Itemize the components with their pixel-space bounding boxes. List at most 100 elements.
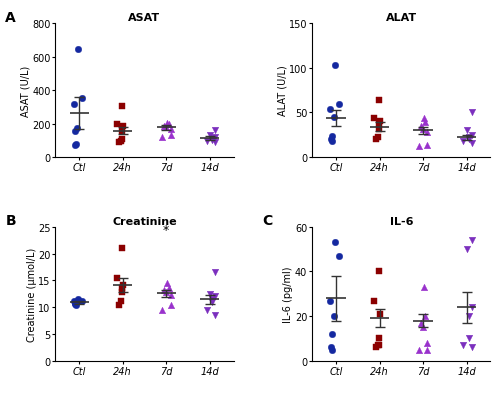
Y-axis label: ALAT (U/L): ALAT (U/L): [277, 66, 287, 116]
Point: [375, 342, 383, 348]
Point: [203, 307, 211, 313]
Point: [211, 294, 219, 300]
Point: [118, 245, 126, 252]
Point: [468, 237, 476, 244]
Point: [158, 307, 166, 313]
Point: [119, 124, 127, 130]
Point: [327, 137, 336, 143]
Point: [327, 344, 336, 351]
Point: [370, 298, 378, 304]
Point: [424, 130, 432, 136]
Point: [73, 300, 81, 306]
Point: [465, 313, 473, 320]
Point: [211, 128, 219, 134]
Point: [463, 128, 471, 134]
Point: [375, 97, 383, 104]
Point: [164, 122, 173, 128]
Point: [330, 313, 338, 320]
Point: [420, 284, 428, 291]
Point: [328, 138, 337, 145]
Point: [459, 138, 467, 145]
Point: [71, 300, 79, 306]
Point: [211, 134, 219, 141]
Point: [422, 120, 430, 126]
Point: [424, 142, 432, 148]
Text: *: *: [163, 224, 170, 237]
Text: C: C: [262, 214, 273, 228]
Point: [208, 137, 216, 144]
Point: [326, 106, 334, 113]
Point: [416, 124, 425, 130]
Point: [465, 137, 473, 143]
Point: [208, 136, 216, 142]
Point: [372, 137, 380, 143]
Point: [468, 140, 476, 147]
Title: Creatinine: Creatinine: [112, 217, 177, 227]
Point: [113, 122, 121, 128]
Point: [330, 114, 338, 121]
Point: [118, 103, 126, 109]
Point: [420, 115, 428, 122]
Point: [374, 342, 382, 348]
Point: [162, 289, 171, 296]
Point: [424, 340, 432, 346]
Text: B: B: [6, 214, 16, 228]
Point: [73, 125, 81, 132]
Point: [211, 140, 219, 146]
Point: [118, 129, 126, 135]
Point: [468, 344, 476, 351]
Point: [374, 135, 382, 141]
Point: [166, 302, 175, 308]
Point: [463, 246, 471, 253]
Point: [415, 346, 423, 353]
Point: [328, 346, 337, 353]
Point: [166, 126, 175, 132]
Point: [206, 132, 214, 139]
Point: [468, 110, 476, 116]
Point: [203, 139, 211, 145]
Point: [211, 269, 219, 276]
Point: [326, 298, 334, 304]
Point: [415, 144, 423, 150]
Point: [376, 311, 384, 317]
Point: [166, 132, 175, 138]
Point: [158, 135, 166, 141]
Point: [70, 142, 78, 148]
Point: [118, 136, 126, 143]
Point: [160, 124, 168, 130]
Point: [164, 286, 173, 292]
Title: IL-6: IL-6: [389, 217, 413, 227]
Point: [465, 134, 473, 140]
Point: [113, 275, 121, 281]
Point: [117, 138, 125, 145]
Point: [375, 122, 383, 128]
Point: [118, 286, 126, 292]
Point: [72, 141, 80, 148]
Point: [375, 126, 383, 132]
Point: [334, 253, 343, 259]
Text: A: A: [6, 11, 16, 24]
Point: [459, 342, 467, 348]
Point: [465, 335, 473, 342]
Point: [70, 301, 78, 308]
Y-axis label: IL-6 (pg/ml): IL-6 (pg/ml): [284, 266, 293, 322]
Point: [372, 344, 380, 351]
Point: [115, 302, 123, 308]
Point: [115, 139, 123, 146]
Point: [375, 269, 383, 275]
Point: [69, 101, 77, 107]
Point: [162, 124, 171, 131]
Point: [208, 296, 216, 303]
Point: [331, 63, 339, 69]
Point: [163, 280, 171, 287]
Point: [422, 313, 430, 320]
Point: [78, 96, 86, 103]
Point: [419, 126, 427, 132]
Point: [74, 46, 82, 53]
Point: [328, 331, 336, 337]
Point: [119, 282, 127, 288]
Point: [468, 304, 476, 311]
Point: [334, 101, 343, 107]
Y-axis label: Creatinine (μmol/L): Creatinine (μmol/L): [27, 247, 37, 341]
Point: [206, 291, 214, 297]
